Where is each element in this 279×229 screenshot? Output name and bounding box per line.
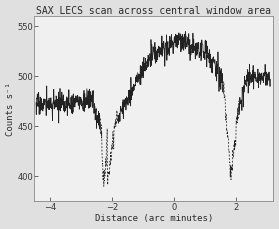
X-axis label: Distance (arc minutes): Distance (arc minutes) xyxy=(95,214,213,224)
Y-axis label: Counts s⁻¹: Counts s⁻¹ xyxy=(6,82,15,136)
Title: SAX LECS scan across central window area: SAX LECS scan across central window area xyxy=(37,5,271,16)
